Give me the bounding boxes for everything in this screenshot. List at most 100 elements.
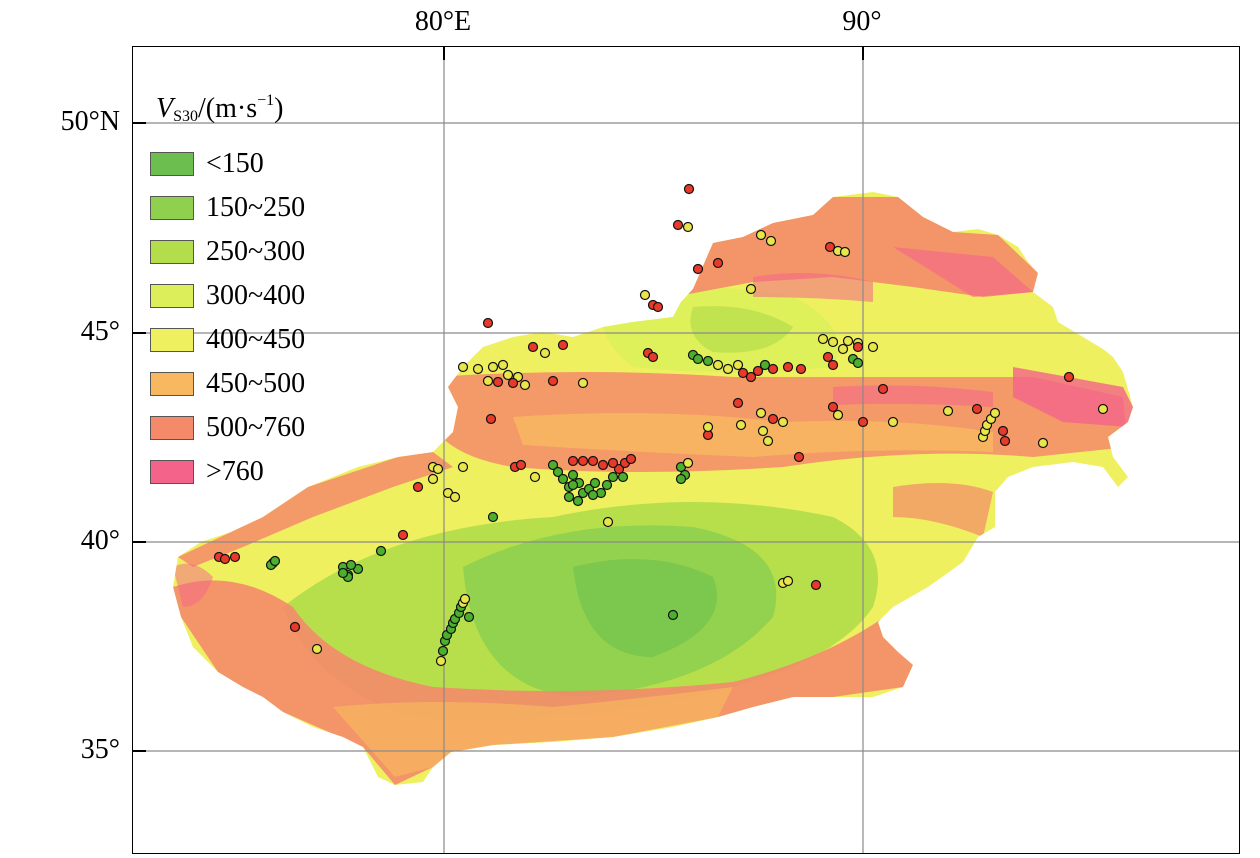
station-marker [639,289,651,301]
station-marker [427,473,439,485]
legend-swatch [150,240,194,264]
legend-label: 450~500 [206,368,306,399]
legend-item-150-250: 150~250 [150,186,380,230]
legend-swatch [150,416,194,440]
tick-lat-35 [132,750,146,752]
legend-label: 250~300 [206,236,306,267]
station-marker [745,283,757,295]
legend-item-lt150: <150 [150,142,380,186]
station-marker [485,413,497,425]
tick-lat-50 [132,122,146,124]
lon-label-90: 90° [842,6,882,37]
station-marker [827,359,839,371]
legend-swatch [150,152,194,176]
station-marker [482,375,494,387]
station-marker [755,229,767,241]
legend-label: 500~760 [206,412,306,443]
station-marker [337,567,349,579]
station-marker [759,359,771,371]
hard-rock-patch-2 [893,483,993,537]
graticule [133,47,1239,853]
legend-item-250-300: 250~300 [150,230,380,274]
legend-swatch [150,284,194,308]
station-marker [737,367,749,379]
station-marker [487,511,499,523]
vs30-map [133,47,1239,853]
station-marker [842,335,854,347]
station-marker [971,403,983,415]
station-marker [722,363,734,375]
station-marker [1097,403,1109,415]
station-marker [613,463,625,475]
lat-label-50: 50°N [60,106,120,137]
map-frame [132,46,1240,854]
station-marker [667,609,679,621]
station-marker [827,401,839,413]
terrain-bands [173,197,1133,785]
station-marker [375,545,387,557]
station-marker [457,361,469,373]
station-marker [552,466,564,478]
station-marker [219,553,231,565]
station-marker [1063,371,1075,383]
station-marker [529,471,541,483]
station-marker [857,416,869,428]
station-marker [482,317,494,329]
legend: VS30/(m·s−1) <150 150~250 250~300 300~40… [150,84,380,494]
station-marker [492,376,504,388]
station-marker [672,219,684,231]
station-marker [557,473,569,485]
station-marker [289,621,301,633]
station-marker [587,489,599,501]
lat-label-40: 40° [80,525,120,556]
station-marker [767,413,779,425]
station-marker [412,481,424,493]
station-marker [617,471,629,483]
tick-lat-45 [132,332,146,334]
station-marker [647,351,659,363]
station-marker [852,357,864,369]
station-marker [519,379,531,391]
station-marker [782,361,794,373]
station-marker [515,459,527,471]
station-marker [682,457,694,469]
junggar-core-zone [690,306,793,353]
station-marker [507,377,519,389]
station-marker [735,419,747,431]
tick-lon-80 [443,46,445,60]
legend-label: >760 [206,456,264,487]
station-marker [557,339,569,351]
station-marker [652,301,664,313]
station-marker [527,341,539,353]
tianshan-foothill-zone [513,413,993,457]
legend-swatch [150,460,194,484]
legend-item-500-760: 500~760 [150,406,380,450]
legend-item-400-450: 400~450 [150,318,380,362]
station-marker [867,341,879,353]
station-marker [602,516,614,528]
station-marker [625,453,637,465]
station-marker [877,383,889,395]
station-marker [345,559,357,571]
station-marker [229,551,241,563]
lat-label-45: 45° [80,316,120,347]
station-marker [607,457,619,469]
station-marker [887,416,899,428]
station-marker [852,341,864,353]
station-marker [762,435,774,447]
lon-label-80: 80°E [414,6,472,37]
station-marker [824,241,836,253]
station-marker [597,459,609,471]
station-marker [757,425,769,437]
station-marker [702,355,714,367]
station-marker [502,369,514,381]
station-marker [692,263,704,275]
station-marker [472,363,484,375]
hard-rock-patch-3 [173,563,213,607]
station-marker [449,491,461,503]
station-marker [732,359,744,371]
station-marker [997,425,1009,437]
station-marker [782,575,794,587]
legend-item-gt760: >760 [150,450,380,494]
west-tianshan-zone [178,452,453,567]
